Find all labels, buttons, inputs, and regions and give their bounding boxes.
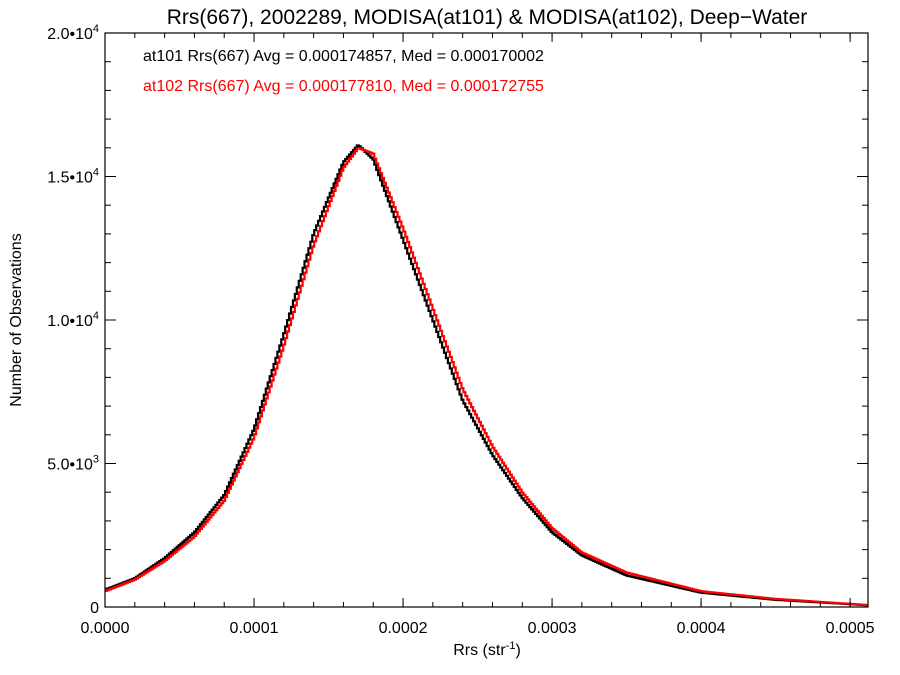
chart-title: Rrs(667), 2002289, MODISA(at101) & MODIS…: [167, 6, 808, 29]
y-tick-exponent: 4: [93, 310, 99, 322]
y-tick-exponent: 4: [93, 23, 99, 35]
x-axis: 0.0000 0.0001 0.0002 0.0003 0.0004 0.0005: [81, 33, 875, 637]
y-tick-label: 5.0•103: [47, 454, 99, 474]
series-layer: [105, 144, 868, 607]
x-tick-label: 0.0005: [826, 620, 875, 637]
x-tick-label: 0.0004: [677, 620, 726, 637]
x-tick-label: 0.0001: [230, 620, 279, 637]
y-axis-label: Number of Observations: [8, 233, 25, 406]
y-tick-exponent: 4: [93, 167, 99, 179]
x-axis-label-text: Rrs (str: [453, 642, 506, 659]
x-axis-label: Rrs (str-1): [453, 640, 521, 659]
x-axis-label-close: ): [515, 642, 520, 659]
y-tick-mantissa: 2.0•10: [47, 26, 93, 43]
series-line-at102: [105, 147, 868, 607]
plot-frame: [104, 32, 869, 608]
series-line-at101: [105, 144, 868, 607]
legend: at101 Rrs(667) Avg = 0.000174857, Med = …: [143, 48, 544, 95]
x-axis-label-superscript: -1: [506, 640, 516, 652]
y-tick-mantissa: 1.5•10: [47, 170, 93, 187]
y-tick-label: 1.5•104: [47, 167, 99, 187]
y-tick-exponent: 3: [93, 454, 99, 466]
y-tick-mantissa: 5.0•10: [47, 457, 93, 474]
y-tick-label: 1.0•104: [47, 310, 99, 330]
legend-entry-at102: at102 Rrs(667) Avg = 0.000177810, Med = …: [143, 78, 544, 95]
y-tick-mantissa: 1.0•10: [47, 313, 93, 330]
x-tick-label: 0.0000: [81, 620, 130, 637]
x-tick-label: 0.0002: [379, 620, 428, 637]
y-tick-label: 2.0•104: [47, 23, 99, 43]
y-tick-label: 0: [90, 600, 99, 617]
legend-entry-at101: at101 Rrs(667) Avg = 0.000174857, Med = …: [143, 48, 544, 65]
y-tick-mantissa: 0: [90, 600, 99, 617]
x-tick-label: 0.0003: [528, 620, 577, 637]
